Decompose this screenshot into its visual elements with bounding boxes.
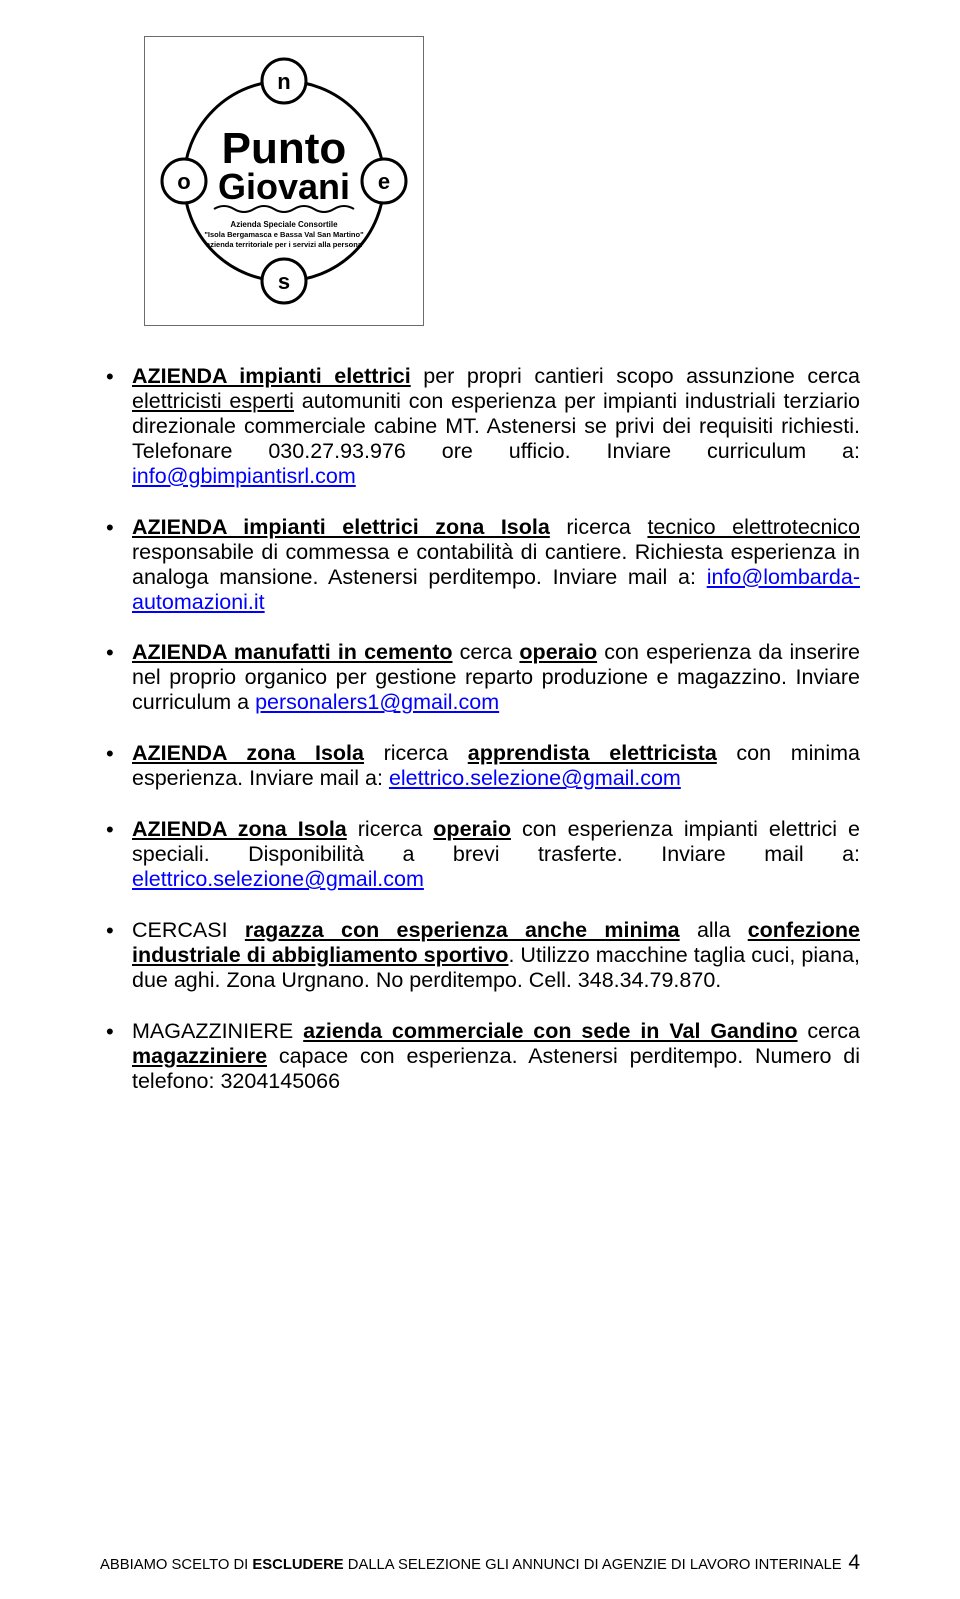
listing-text: ricerca bbox=[550, 515, 648, 539]
listing-item: AZIENDA impianti elettrici zona Isola ri… bbox=[100, 515, 860, 615]
svg-text:"Isola Bergamasca e Bassa Val: "Isola Bergamasca e Bassa Val San Martin… bbox=[204, 230, 364, 239]
svg-text:n: n bbox=[277, 69, 290, 94]
role: magazziniere bbox=[132, 1044, 267, 1068]
svg-text:Giovani: Giovani bbox=[218, 166, 350, 207]
email-link[interactable]: personalers1@gmail.com bbox=[255, 690, 499, 714]
company-name: AZIENDA manufatti in cemento bbox=[132, 640, 453, 664]
listing-text: alla bbox=[680, 918, 748, 942]
document-page: n e s o Punto Giovani Azienda Speciale C… bbox=[0, 0, 960, 1599]
company-name: AZIENDA impianti elettrici bbox=[132, 364, 411, 388]
role: operaio bbox=[519, 640, 597, 664]
svg-text:azienda territoriale per i ser: azienda territoriale per i servizi alla … bbox=[206, 240, 363, 249]
role: operaio bbox=[433, 817, 511, 841]
role: apprendista elettricista bbox=[468, 741, 717, 765]
listing-item: AZIENDA zona Isola ricerca operaio con e… bbox=[100, 817, 860, 892]
job-listings: AZIENDA impianti elettrici per propri ca… bbox=[100, 364, 860, 1094]
footer-text: ABBIAMO SCELTO DI bbox=[100, 1557, 252, 1573]
company-name: AZIENDA zona Isola bbox=[132, 741, 364, 765]
listing-item: AZIENDA manufatti in cemento cerca opera… bbox=[100, 640, 860, 715]
role: elettricisti esperti bbox=[132, 389, 294, 413]
svg-text:s: s bbox=[278, 269, 290, 294]
company-name: azienda commerciale con sede in Val Gand… bbox=[303, 1019, 797, 1043]
listing-text: ricerca bbox=[347, 817, 434, 841]
footer-bold: ESCLUDERE bbox=[252, 1557, 343, 1573]
listing-item: MAGAZZINIERE azienda commerciale con sed… bbox=[100, 1019, 860, 1094]
listing-item: CERCASI ragazza con esperienza anche min… bbox=[100, 918, 860, 993]
svg-text:e: e bbox=[378, 169, 390, 194]
listing-text: ricerca bbox=[364, 741, 468, 765]
logo-svg: n e s o Punto Giovani Azienda Speciale C… bbox=[154, 51, 414, 311]
company-name: AZIENDA zona Isola bbox=[132, 817, 347, 841]
listing-text: MAGAZZINIERE bbox=[132, 1019, 303, 1043]
listing-item: AZIENDA impianti elettrici per propri ca… bbox=[100, 364, 860, 489]
svg-text:Azienda Speciale Consortile: Azienda Speciale Consortile bbox=[230, 220, 338, 229]
listing-text: CERCASI bbox=[132, 918, 245, 942]
email-link[interactable]: info@gbimpiantisrl.com bbox=[132, 464, 356, 488]
listing-text: per propri cantieri scopo assunzione cer… bbox=[411, 364, 860, 388]
svg-text:o: o bbox=[177, 169, 190, 194]
email-link[interactable]: elettrico.selezione@gmail.com bbox=[389, 766, 681, 790]
footer: ABBIAMO SCELTO DI ESCLUDERE DALLA SELEZI… bbox=[100, 1557, 860, 1573]
role: tecnico elettrotecnico bbox=[647, 515, 860, 539]
footer-text: DALLA SELEZIONE GLI ANNUNCI DI AGENZIE D… bbox=[344, 1557, 842, 1573]
listing-item: AZIENDA zona Isola ricerca apprendista e… bbox=[100, 741, 860, 791]
role: ragazza con esperienza anche minima bbox=[245, 918, 680, 942]
listing-text: cerca bbox=[453, 640, 520, 664]
logo-container: n e s o Punto Giovani Azienda Speciale C… bbox=[144, 36, 424, 326]
email-link[interactable]: elettrico.selezione@gmail.com bbox=[132, 867, 424, 891]
company-name: AZIENDA impianti elettrici zona Isola bbox=[132, 515, 550, 539]
listing-text: cerca bbox=[798, 1019, 860, 1043]
page-number: 4 bbox=[848, 1551, 860, 1575]
